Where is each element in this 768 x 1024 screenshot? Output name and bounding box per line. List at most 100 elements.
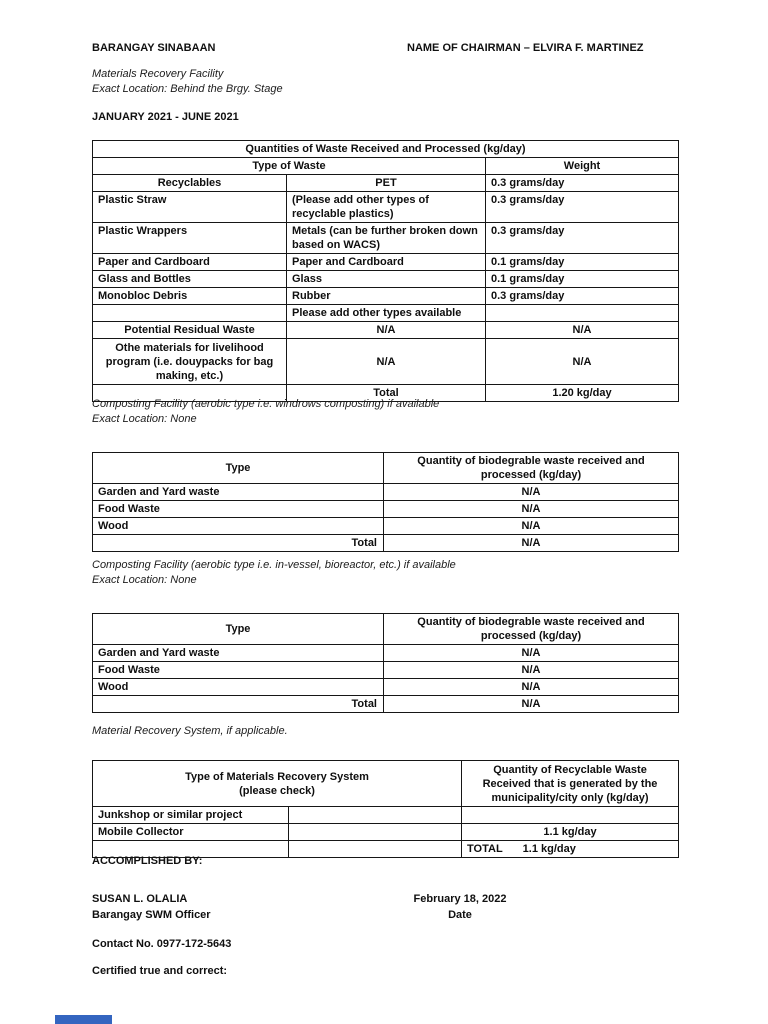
waste-cell	[92, 304, 287, 322]
waste-cell: Recyclables	[92, 174, 287, 192]
chairman-name: NAME OF CHAIRMAN – ELVIRA F. MARTINEZ	[407, 42, 644, 54]
waste-table: Quantities of Waste Received and Process…	[92, 140, 679, 402]
waste-cell: Please add other types available	[286, 304, 486, 322]
mrs-qty-header: Quantity of Recyclable Waste Received th…	[461, 760, 680, 807]
table-row: Monobloc Debris Rubber 0.3 grams/day	[92, 287, 679, 305]
qty-cell: N/A	[383, 500, 679, 518]
waste-cell: Potential Residual Waste	[92, 321, 287, 339]
waste-cell: 0.3 grams/day	[485, 222, 679, 254]
barangay-name: BARANGAY SINABAAN	[92, 42, 216, 54]
mrs-total-label: TOTAL	[467, 843, 503, 855]
waste-cell: Paper and Cardboard	[92, 253, 287, 271]
type-header: Type	[92, 452, 384, 484]
mrs-type-header-line2: (please check)	[239, 784, 315, 797]
total-label: Total	[92, 695, 384, 713]
composting-invessel-table: Type Quantity of biodegrable waste recei…	[92, 613, 679, 713]
date-label: Date	[448, 909, 472, 921]
waste-cell: Plastic Straw	[92, 191, 287, 223]
composting-windrows-title: Composting Facility (aerobic type i.e. w…	[92, 398, 440, 410]
total-value: N/A	[383, 695, 679, 713]
table-row: Food Waste N/A	[92, 661, 679, 679]
table-row: Potential Residual Waste N/A N/A	[92, 321, 679, 339]
mrf-title: Materials Recovery Facility	[92, 68, 224, 80]
mrs-check-cell	[287, 806, 463, 824]
table-row: Glass and Bottles Glass 0.1 grams/day	[92, 270, 679, 288]
mrs-total-value: 1.1 kg/day	[522, 843, 576, 855]
waste-cell: 0.3 grams/day	[485, 287, 679, 305]
mrs-qty-cell: 1.1 kg/day	[461, 823, 680, 841]
qty-header: Quantity of biodegrable waste received a…	[383, 613, 679, 645]
mrs-total-cell: TOTAL 1.1 kg/day	[461, 840, 680, 858]
waste-cell: Othe materials for livelihood program (i…	[92, 338, 287, 385]
waste-cell: PET	[286, 174, 486, 192]
waste-table-type-header: Type of Waste	[92, 157, 486, 175]
waste-cell: Metals (can be further broken down based…	[286, 222, 486, 254]
type-cell: Food Waste	[92, 661, 384, 679]
table-row: Total N/A	[92, 695, 679, 713]
waste-cell: Total	[286, 384, 486, 402]
waste-cell: 0.1 grams/day	[485, 270, 679, 288]
table-row: Garden and Yard waste N/A	[92, 483, 679, 501]
mrs-qty-cell	[461, 806, 680, 824]
waste-cell: Glass	[286, 270, 486, 288]
composting-invessel-title: Composting Facility (aerobic type i.e. i…	[92, 559, 456, 571]
table-row: Paper and Cardboard Paper and Cardboard …	[92, 253, 679, 271]
table-row: Othe materials for livelihood program (i…	[92, 338, 679, 385]
officer-title: Barangay SWM Officer	[92, 909, 211, 921]
certified-label: Certified true and correct:	[92, 965, 228, 977]
waste-cell: (Please add other types of recyclable pl…	[286, 191, 486, 223]
waste-cell: 0.1 grams/day	[485, 253, 679, 271]
composting-invessel-location: Exact Location: None	[92, 574, 197, 586]
waste-cell	[485, 304, 679, 322]
table-row: Garden and Yard waste N/A	[92, 644, 679, 662]
mrs-type-cell: Mobile Collector	[92, 823, 289, 841]
type-cell: Wood	[92, 517, 384, 535]
officer-name: SUSAN L. OLALIA	[92, 893, 188, 905]
mrf-location: Exact Location: Behind the Brgy. Stage	[92, 83, 283, 95]
type-header: Type	[92, 613, 384, 645]
total-label: Total	[92, 534, 384, 552]
waste-cell: N/A	[286, 338, 486, 385]
mrs-table: Type of Materials Recovery System (pleas…	[91, 760, 680, 858]
mrs-check-cell	[287, 823, 463, 841]
waste-cell: 1.20 kg/day	[485, 384, 679, 402]
qty-cell: N/A	[383, 517, 679, 535]
waste-cell: N/A	[286, 321, 486, 339]
qty-cell: N/A	[383, 644, 679, 662]
composting-windrows-table: Type Quantity of biodegrable waste recei…	[92, 452, 679, 552]
type-cell: Wood	[92, 678, 384, 696]
mrs-type-header: Type of Materials Recovery System (pleas…	[91, 760, 463, 807]
mrs-check-cell	[287, 840, 463, 858]
total-value: N/A	[383, 534, 679, 552]
qty-cell: N/A	[383, 483, 679, 501]
table-row: Plastic Wrappers Metals (can be further …	[92, 222, 679, 254]
table-row: TOTAL 1.1 kg/day	[92, 840, 680, 858]
type-cell: Garden and Yard waste	[92, 483, 384, 501]
contact-number: Contact No. 0977-172-5643	[92, 938, 232, 950]
type-cell: Food Waste	[92, 500, 384, 518]
qty-cell: N/A	[383, 678, 679, 696]
waste-cell: Plastic Wrappers	[92, 222, 287, 254]
waste-cell: Glass and Bottles	[92, 270, 287, 288]
accomplished-by-label: ACCOMPLISHED BY:	[92, 855, 203, 867]
waste-cell: 0.3 grams/day	[485, 174, 679, 192]
table-row: Wood N/A	[92, 678, 679, 696]
waste-cell: Monobloc Debris	[92, 287, 287, 305]
table-row: Recyclables PET 0.3 grams/day	[92, 174, 679, 192]
waste-cell: Paper and Cardboard	[286, 253, 486, 271]
report-period: JANUARY 2021 - JUNE 2021	[92, 111, 239, 123]
type-cell: Garden and Yard waste	[92, 644, 384, 662]
table-row: Total 1.20 kg/day	[92, 384, 679, 402]
waste-table-title: Quantities of Waste Received and Process…	[92, 140, 679, 158]
table-row: Mobile Collector 1.1 kg/day	[92, 823, 680, 841]
date-value: February 18, 2022	[413, 893, 507, 905]
table-row: Food Waste N/A	[92, 500, 679, 518]
table-row: Junkshop or similar project	[92, 806, 680, 824]
composting-windrows-location: Exact Location: None	[92, 413, 197, 425]
qty-cell: N/A	[383, 661, 679, 679]
waste-cell: N/A	[485, 321, 679, 339]
waste-cell: 0.3 grams/day	[485, 191, 679, 223]
waste-table-weight-header: Weight	[485, 157, 679, 175]
table-row: Total N/A	[92, 534, 679, 552]
